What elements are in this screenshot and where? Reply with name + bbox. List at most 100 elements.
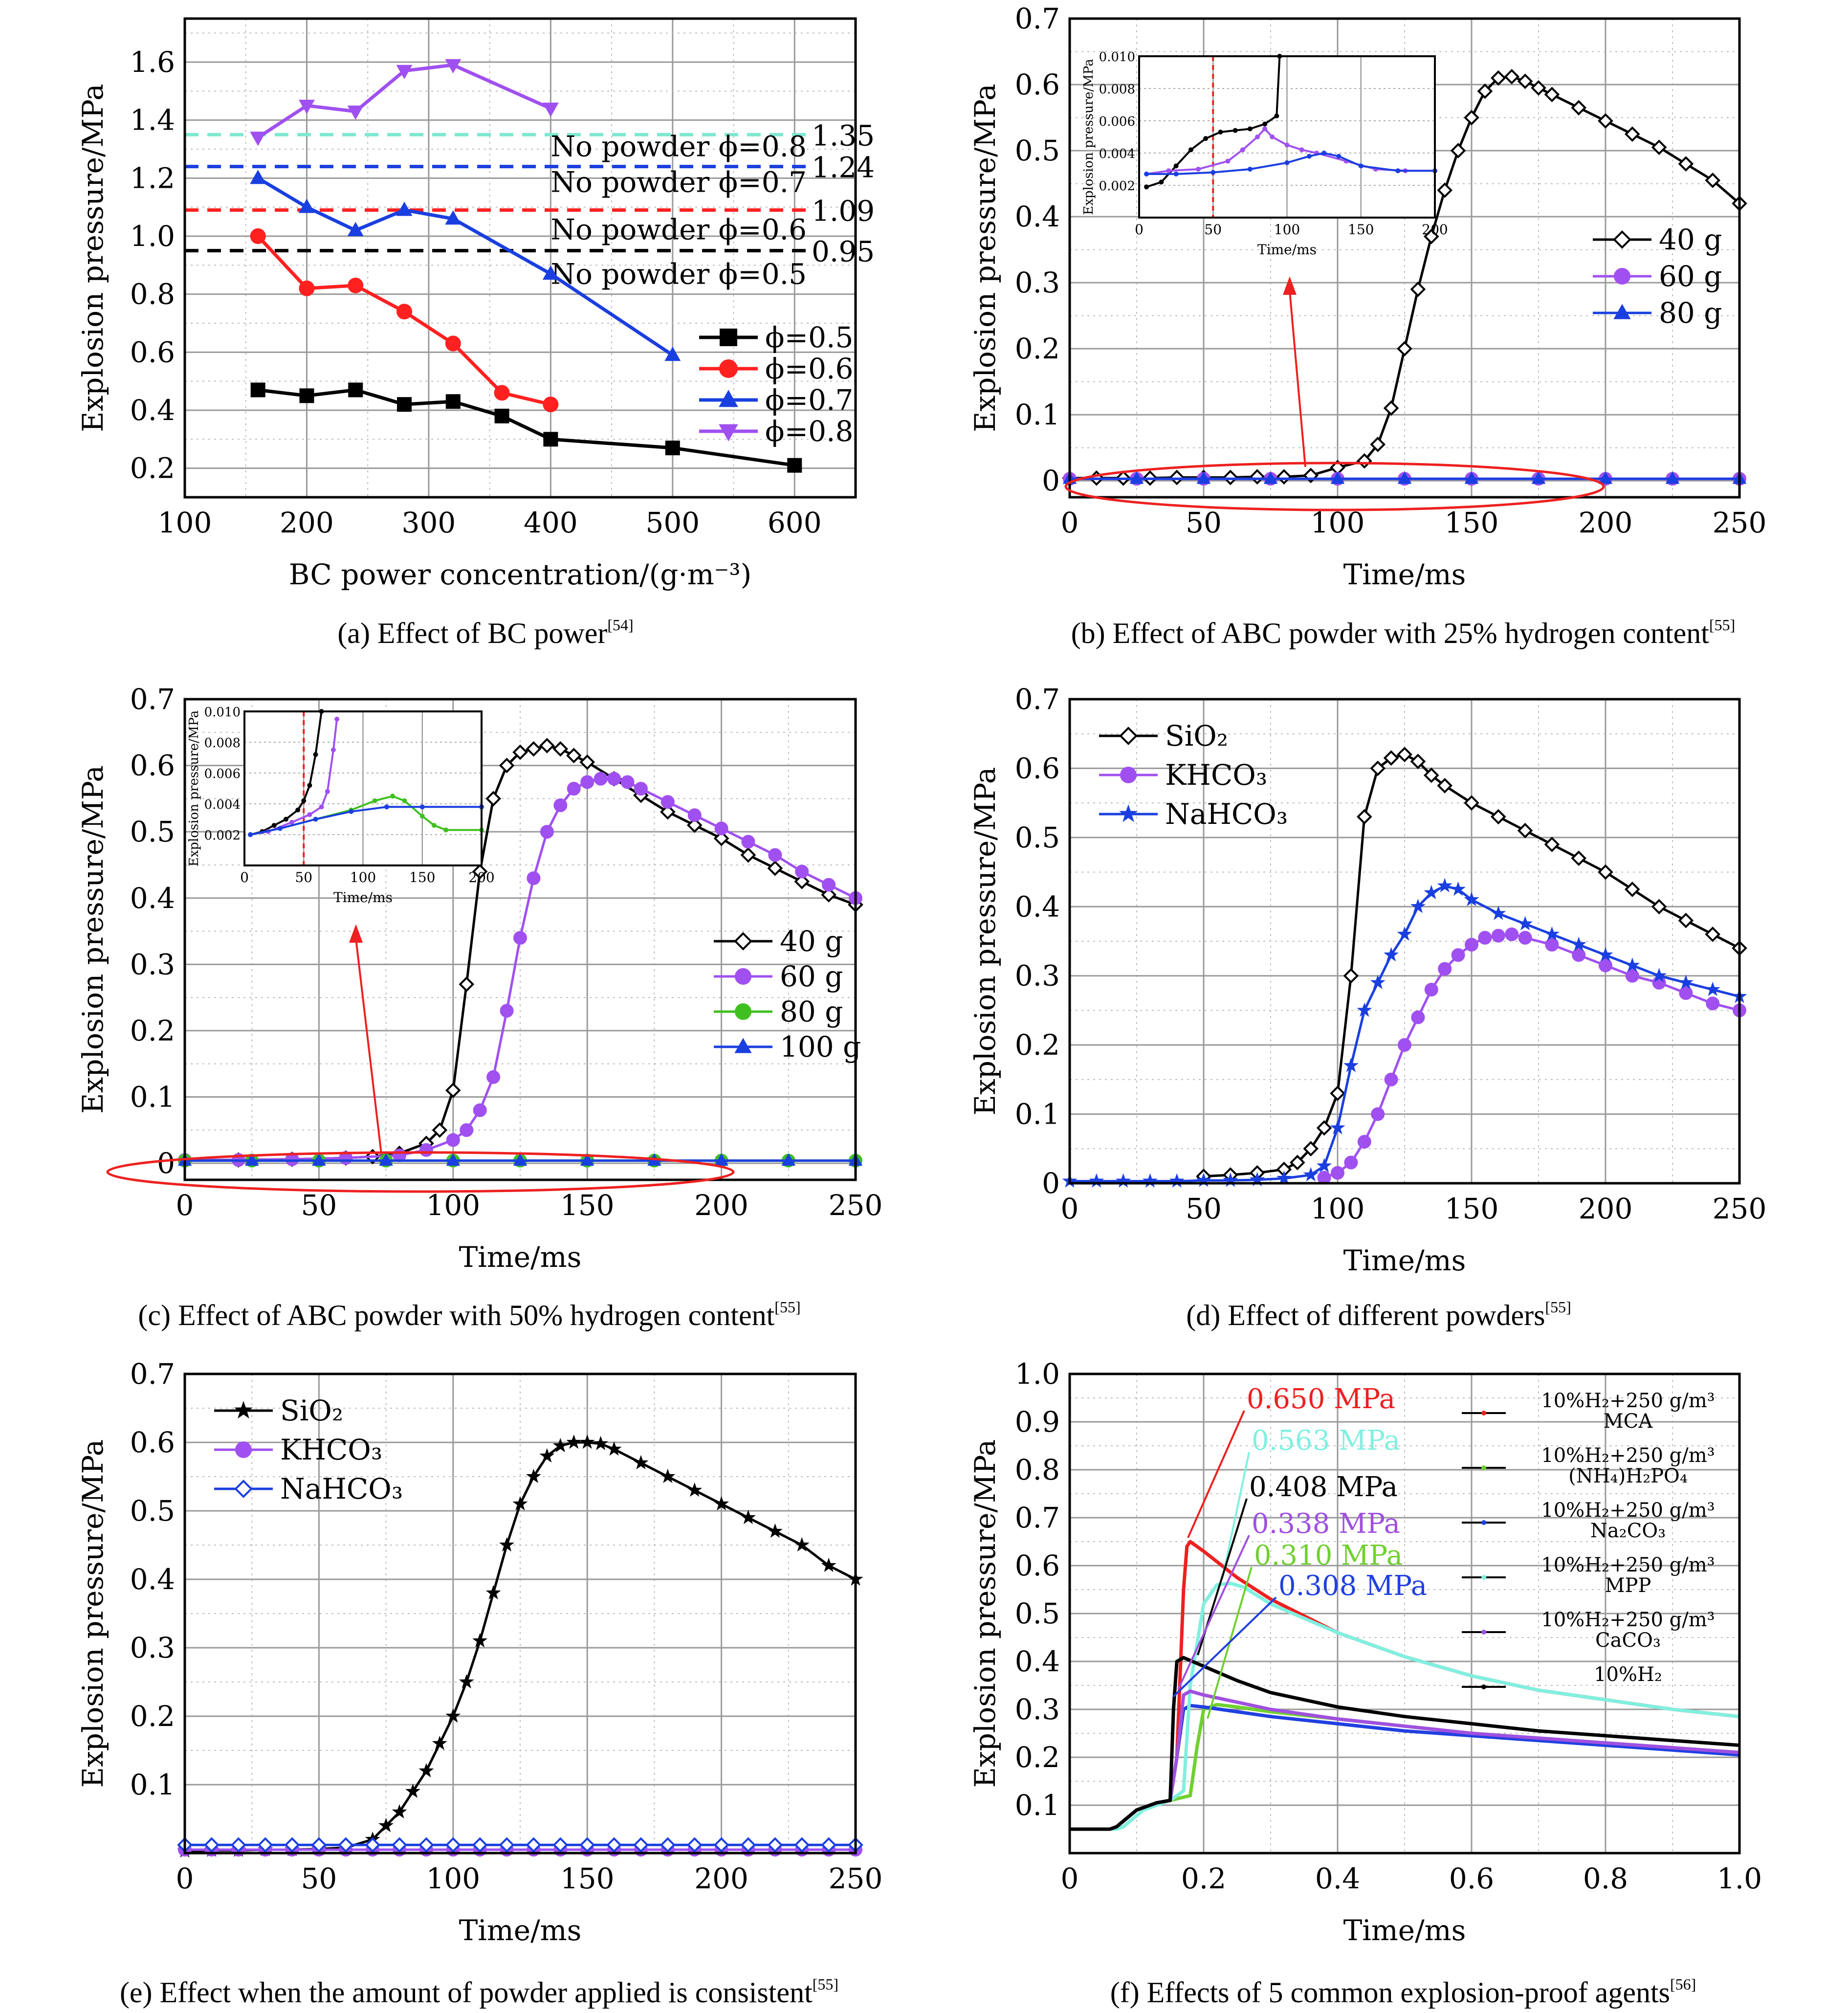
caption-f: (f) Effects of 5 common explosion-proof …	[1110, 1975, 1696, 2009]
data-point	[660, 795, 675, 809]
data-point	[1411, 1010, 1425, 1024]
y-tick-label: 0.2	[130, 1014, 175, 1047]
data-point	[1464, 891, 1479, 907]
x-tick-label: 0	[1061, 506, 1079, 539]
x-axis-title: Time/ms	[1343, 558, 1466, 591]
x-tick-label: 0	[176, 1189, 194, 1222]
x-tick-label: 150	[1445, 506, 1499, 539]
legend-label: SiO₂	[1165, 719, 1228, 752]
legend-marker	[734, 1038, 752, 1053]
data-point	[1423, 767, 1439, 783]
annotation-leader	[1172, 1596, 1277, 1698]
data-point	[1384, 1072, 1398, 1086]
data-point	[418, 1763, 434, 1778]
data-point	[513, 931, 527, 945]
series-a-0	[250, 382, 802, 473]
data-point	[472, 863, 488, 880]
inset-data-point	[349, 809, 354, 814]
inset-y-tick-label: 0.006	[204, 767, 241, 781]
inset-data-point	[1336, 154, 1342, 159]
data-point	[1491, 929, 1505, 943]
data-point	[347, 221, 364, 237]
data-point	[244, 1153, 259, 1166]
inset-data-point	[1262, 121, 1268, 127]
inset-data-point	[277, 826, 283, 831]
y-axis-title: Explosion pressure/MPa	[76, 1439, 110, 1788]
y-tick-label: 0.7	[130, 683, 175, 716]
data-point	[713, 1837, 729, 1853]
legend-marker	[235, 1441, 252, 1458]
legend-label: KHCO₃	[280, 1433, 382, 1466]
data-point	[1303, 1167, 1319, 1182]
data-point	[494, 385, 510, 401]
data-point	[1437, 182, 1453, 198]
data-point	[1303, 1141, 1319, 1157]
legend-label: CaCO₃	[1595, 1629, 1661, 1652]
data-point	[686, 817, 703, 833]
x-tick-label: 200	[1579, 506, 1633, 539]
inset-c: 0 50 100 150 200 0.002 0.004 0.006 0.008 0.010 Tim…	[187, 705, 495, 906]
data-point	[459, 1674, 474, 1689]
x-tick-label: 250	[1713, 506, 1767, 539]
data-point	[1464, 471, 1479, 484]
y-tick-label: 0.2	[130, 1700, 175, 1733]
inset-data-point	[372, 798, 377, 803]
inset-x-tick-label: 200	[1422, 221, 1448, 238]
x-tick-label: 500	[645, 506, 700, 539]
y-tick-label: 0.5	[130, 1494, 175, 1527]
data-point	[579, 1837, 595, 1853]
data-point	[1317, 1158, 1332, 1172]
legend-marker	[234, 1480, 253, 1498]
data-point	[1383, 750, 1399, 766]
series-a-2	[250, 170, 681, 361]
data-point	[687, 1482, 703, 1497]
data-point	[445, 59, 462, 74]
data-point	[606, 1837, 622, 1853]
legend-label: (NH₄)H₂PO₄	[1568, 1465, 1688, 1487]
inset-data-point	[1247, 126, 1253, 132]
y-tick-label: 1.0	[130, 220, 175, 253]
legend-a: ϕ=0.5ϕ=0.6ϕ=0.7ϕ=0.8	[699, 321, 853, 448]
data-point	[1397, 926, 1412, 941]
inset-data-point	[1255, 134, 1260, 139]
y-tick-label: 1.2	[130, 161, 175, 195]
data-point	[1263, 471, 1278, 484]
caption-c-ref: [55]	[774, 1298, 800, 1316]
y-tick-label: 0.4	[1015, 890, 1060, 923]
y-tick-label: 0.7	[1015, 2, 1060, 35]
data-point	[1477, 83, 1493, 99]
highlight-arrow	[1289, 290, 1306, 467]
data-point	[1517, 822, 1533, 839]
data-point	[741, 835, 755, 849]
legend-label: Na₂CO₃	[1590, 1520, 1666, 1542]
data-point	[445, 1708, 461, 1723]
data-point	[347, 105, 364, 120]
annotation-label: 0.338 MPa	[1252, 1508, 1400, 1540]
series-d-0	[1196, 747, 1747, 1184]
inset-data-point	[1299, 147, 1304, 153]
inset-x-axis-title: Time/ms	[333, 889, 393, 906]
data-point	[1544, 837, 1560, 852]
data-point	[486, 1070, 501, 1084]
data-point	[767, 1837, 783, 1853]
y-tick-label: 1.4	[130, 104, 175, 137]
data-point	[767, 1523, 783, 1538]
y-tick-label: 0.3	[130, 1631, 175, 1664]
data-point	[1129, 471, 1144, 484]
inset-data-point	[432, 823, 437, 828]
data-point	[660, 804, 676, 820]
caption-d: (d) Effect of different powders[55]	[1186, 1298, 1571, 1331]
data-point	[1451, 948, 1465, 962]
data-point	[660, 1468, 676, 1483]
x-tick-label: 0	[176, 1862, 194, 1895]
inset-data-point	[419, 804, 425, 810]
data-point	[1316, 1120, 1332, 1136]
chart-panel-f: 0 0.2 0.4 0.6 0.8 1.0 0.1 0.2 0.3 0.4 0.5 0.6 0.7 0.8…	[968, 1357, 1762, 1947]
reference-line-label: No powder ϕ=0.7	[550, 166, 807, 199]
x-tick-label: 50	[301, 1862, 337, 1895]
data-point	[634, 782, 648, 796]
y-tick-label: 0.5	[1015, 134, 1060, 167]
data-point	[1089, 1173, 1104, 1188]
y-tick-label: 0.1	[1015, 1098, 1060, 1131]
